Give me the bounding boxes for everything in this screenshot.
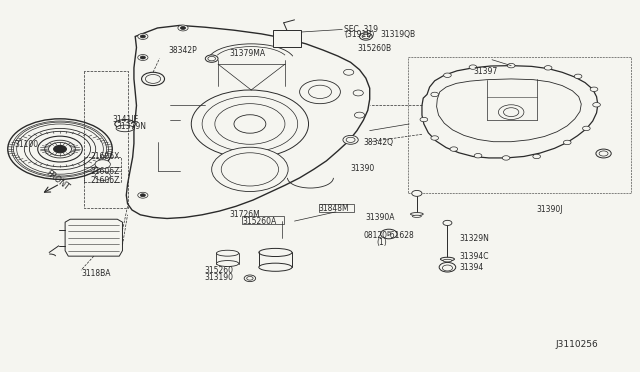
Circle shape [300, 80, 340, 104]
Circle shape [444, 73, 451, 77]
Circle shape [574, 74, 582, 78]
Text: 21606Z: 21606Z [91, 167, 120, 176]
Text: SEC. 319: SEC. 319 [344, 25, 378, 33]
Ellipse shape [216, 260, 239, 266]
Bar [408, 57, 631, 193]
Ellipse shape [259, 248, 292, 257]
Circle shape [95, 160, 110, 169]
Polygon shape [422, 65, 598, 158]
Circle shape [178, 25, 188, 31]
Circle shape [138, 33, 148, 39]
Text: J3110256: J3110256 [556, 340, 598, 349]
Circle shape [420, 117, 428, 122]
Text: 31848M: 31848M [319, 204, 349, 214]
Circle shape [360, 33, 372, 40]
Text: 3141JE: 3141JE [113, 115, 139, 124]
Text: 31319QB: 31319QB [381, 30, 415, 39]
Circle shape [582, 126, 590, 131]
Bar [273, 30, 301, 47]
Polygon shape [65, 219, 122, 256]
Text: 315260: 315260 [204, 266, 233, 275]
Text: 31390A: 31390A [366, 213, 396, 222]
Ellipse shape [216, 250, 239, 256]
Circle shape [180, 26, 186, 29]
Ellipse shape [412, 215, 421, 217]
Text: 31394: 31394 [459, 263, 483, 272]
Text: 31379N: 31379N [116, 122, 146, 131]
Ellipse shape [410, 212, 423, 215]
Text: 31329N: 31329N [459, 234, 489, 243]
Circle shape [279, 35, 294, 44]
Text: 31394C: 31394C [459, 251, 488, 261]
Circle shape [344, 69, 354, 75]
Circle shape [544, 65, 552, 70]
Text: 31100: 31100 [14, 140, 38, 149]
Text: 315260B: 315260B [357, 44, 391, 53]
Ellipse shape [115, 119, 135, 128]
Text: (1): (1) [376, 238, 387, 247]
Text: FRONT: FRONT [44, 168, 71, 192]
Circle shape [442, 265, 452, 271]
Circle shape [140, 194, 145, 197]
Circle shape [596, 149, 611, 158]
Text: 31390: 31390 [351, 164, 375, 173]
Text: 21606X: 21606X [91, 152, 120, 161]
Text: B: B [387, 231, 391, 237]
Circle shape [508, 63, 515, 68]
Circle shape [343, 135, 358, 144]
Bar [243, 215, 284, 224]
Circle shape [469, 65, 477, 69]
Circle shape [138, 192, 148, 198]
Circle shape [282, 32, 287, 35]
Circle shape [355, 112, 365, 118]
Ellipse shape [259, 263, 292, 271]
Circle shape [502, 156, 510, 160]
Text: 08120-61628: 08120-61628 [364, 231, 414, 240]
Circle shape [140, 56, 145, 59]
Text: 31390J: 31390J [537, 205, 563, 215]
Circle shape [563, 140, 571, 145]
Circle shape [54, 145, 67, 153]
Text: (3191B): (3191B) [344, 30, 374, 39]
Circle shape [141, 72, 164, 86]
Circle shape [138, 55, 148, 61]
Circle shape [280, 31, 290, 37]
Ellipse shape [440, 257, 454, 261]
Circle shape [191, 90, 308, 158]
Text: 31379MA: 31379MA [230, 49, 266, 58]
Bar [319, 205, 354, 212]
Circle shape [95, 171, 110, 180]
Circle shape [8, 119, 112, 179]
Circle shape [533, 154, 540, 159]
Circle shape [590, 87, 598, 92]
Text: 315260A: 315260A [243, 217, 276, 225]
Text: 38342P: 38342P [168, 46, 197, 55]
Circle shape [412, 190, 422, 196]
Ellipse shape [443, 259, 452, 262]
Text: 38342Q: 38342Q [364, 138, 394, 147]
Circle shape [443, 220, 452, 225]
Circle shape [431, 136, 438, 140]
Circle shape [593, 103, 600, 107]
Bar [84, 157, 121, 182]
Text: 31726M: 31726M [230, 210, 260, 219]
Circle shape [234, 115, 266, 133]
Circle shape [431, 92, 438, 97]
Text: 21606Z: 21606Z [91, 176, 120, 185]
Text: 313190: 313190 [204, 273, 233, 282]
Circle shape [381, 229, 397, 239]
Circle shape [244, 275, 255, 282]
Circle shape [212, 147, 288, 192]
Circle shape [439, 262, 456, 272]
Text: 31397: 31397 [473, 67, 497, 76]
Circle shape [140, 35, 145, 38]
Circle shape [353, 90, 364, 96]
Polygon shape [126, 25, 370, 218]
Circle shape [450, 147, 458, 151]
Text: 3118BA: 3118BA [81, 269, 111, 278]
Ellipse shape [116, 125, 134, 132]
Circle shape [474, 154, 482, 158]
Circle shape [205, 55, 218, 62]
